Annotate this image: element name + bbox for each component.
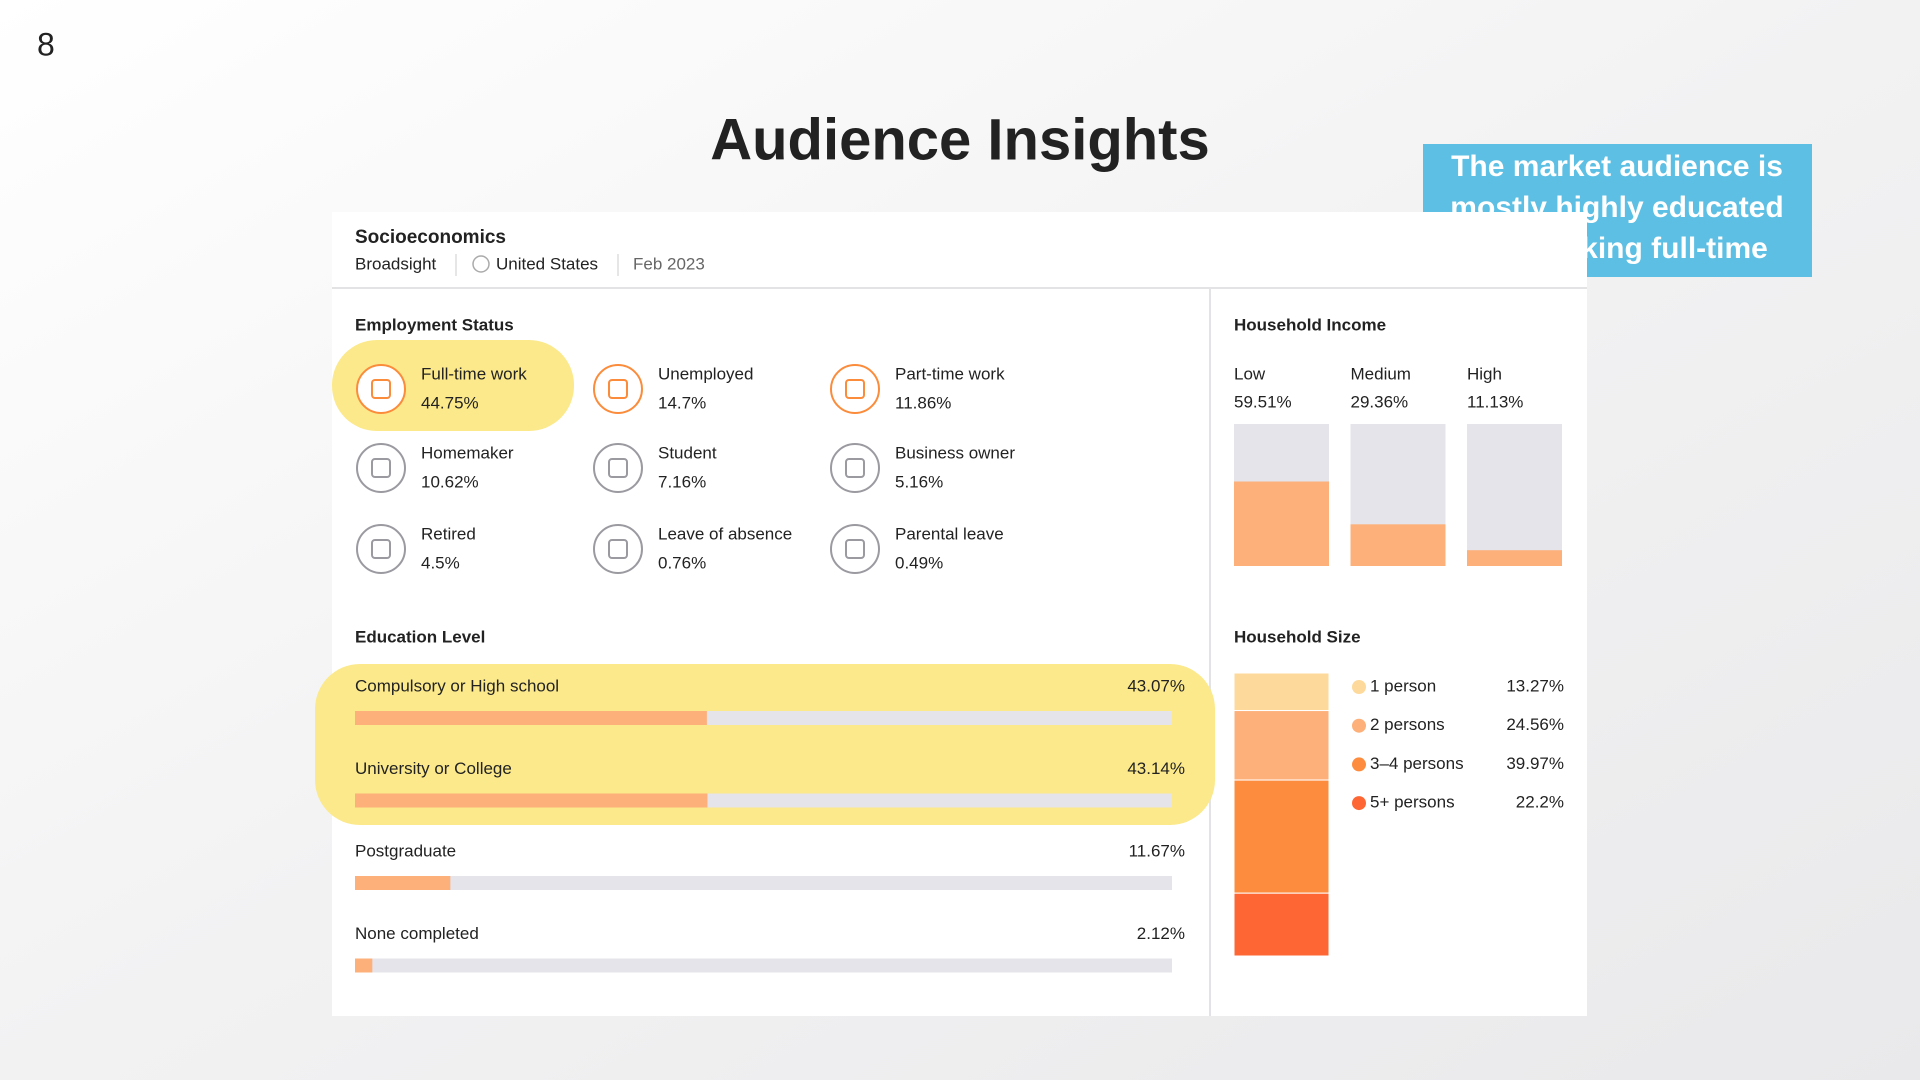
icon-glyph [608, 458, 628, 478]
bar [1350, 524, 1446, 566]
icon [593, 524, 643, 574]
legend-label: 2 persons [1370, 715, 1445, 734]
column-value: 29.36% [1351, 392, 1409, 411]
bar-value: 11.67% [1129, 841, 1185, 860]
legend-value: 39.97% [1506, 754, 1564, 773]
column-label: Low [1234, 364, 1266, 383]
bar [355, 711, 707, 725]
bar [355, 958, 373, 973]
icon-glyph [608, 539, 628, 559]
highlight [315, 664, 1215, 825]
item-name: Retired [421, 524, 476, 543]
icon-glyph [845, 458, 865, 478]
column-label: High [1467, 364, 1502, 383]
card [332, 212, 1587, 1016]
legend-value: 22.2% [1516, 793, 1564, 812]
item-value: 14.7% [658, 393, 706, 412]
icon [593, 364, 643, 414]
item-value: 10.62% [421, 472, 479, 491]
stacked-segment [1233, 892, 1330, 957]
stacked-segment [1233, 779, 1330, 894]
icon-glyph [845, 379, 865, 399]
icon [356, 364, 406, 414]
card-title: Socioeconomics [355, 227, 506, 248]
legend-label: 5+ persons [1370, 793, 1455, 812]
item-name: Unemployed [658, 364, 753, 383]
bar [1234, 481, 1329, 566]
section-title: Employment Status [355, 315, 514, 334]
item-name: Homemaker [421, 443, 514, 462]
stacked-segment [1233, 710, 1330, 781]
icon-glyph [371, 539, 391, 559]
column-value: 11.13% [1467, 392, 1523, 411]
bar-track [355, 876, 1172, 890]
date: Feb 2023 [633, 254, 705, 273]
icon [356, 443, 406, 493]
bar-label: Compulsory or High school [355, 676, 559, 695]
section-title: Education Level [355, 627, 485, 646]
legend-value: 13.27% [1506, 676, 1564, 695]
slide-title: Audience Insights [710, 107, 1210, 172]
item-value: 5.16% [895, 472, 943, 491]
section-title: Household Income [1234, 315, 1386, 334]
icon-glyph [845, 539, 865, 559]
legend-label: 3–4 persons [1370, 754, 1464, 773]
bar [355, 793, 708, 808]
bar-label: University or College [355, 759, 512, 778]
callout-text: mostly highly educated [1450, 191, 1783, 224]
callout-text: and working full-time [1466, 232, 1768, 265]
item-value: 11.86% [895, 393, 951, 412]
item-value: 7.16% [658, 472, 706, 491]
item-value: 4.5% [421, 553, 460, 572]
icon-glyph [371, 379, 391, 399]
legend-dot [1352, 718, 1366, 733]
icon [830, 364, 880, 414]
item-value: 44.75% [421, 393, 479, 412]
icon-glyph [608, 379, 628, 399]
legend-dot [1352, 757, 1366, 772]
bar-label: Postgraduate [355, 841, 456, 860]
icon-glyph [371, 458, 391, 478]
legend-dot [1352, 680, 1366, 694]
bar-value: 43.14% [1127, 759, 1185, 778]
item-value: 0.76% [658, 553, 706, 572]
bar-label: None completed [355, 924, 479, 943]
item-name: Full-time work [421, 364, 527, 383]
icon [593, 443, 643, 493]
item-name: Business owner [895, 443, 1015, 462]
icon [830, 443, 880, 493]
legend-dot [1352, 796, 1366, 811]
icon [830, 524, 880, 574]
bar [355, 876, 451, 890]
item-value: 0.49% [895, 553, 943, 572]
icon [356, 524, 406, 574]
globe-icon [472, 255, 490, 273]
location: United States [496, 254, 598, 273]
section-title: Household Size [1234, 627, 1361, 646]
item-name: Student [658, 443, 717, 462]
item-name: Part-time work [895, 364, 1005, 383]
bar-track [1467, 424, 1562, 566]
legend-value: 24.56% [1506, 715, 1564, 734]
column-value: 59.51% [1234, 392, 1292, 411]
column-label: Medium [1351, 364, 1411, 383]
stacked-segment [1233, 672, 1330, 712]
bar [1467, 550, 1562, 566]
bar-track [355, 958, 1172, 973]
bar-value: 2.12% [1137, 924, 1185, 943]
source: Broadsight [355, 254, 437, 273]
slide-number: 8 [37, 26, 55, 62]
bar-value: 43.07% [1127, 676, 1185, 695]
callout-text: The market audience is [1451, 150, 1783, 183]
item-name: Parental leave [895, 524, 1004, 543]
item-name: Leave of absence [658, 524, 792, 543]
legend-label: 1 person [1370, 676, 1436, 695]
